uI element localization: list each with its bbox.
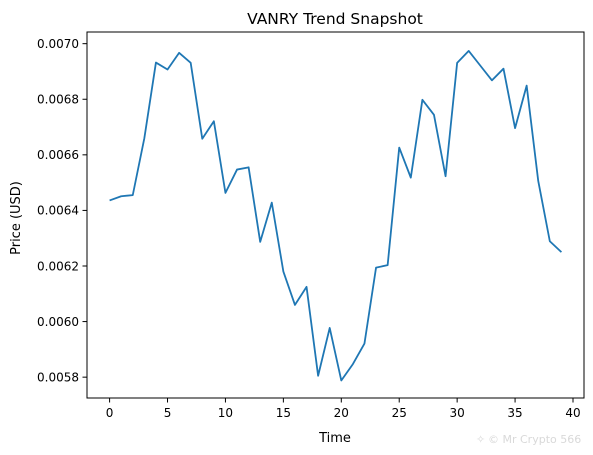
- plot-area: 0 5 10 15 20 25 30 35 40 0.0058 0.0060 0.0062 0.0064…: [37, 31, 585, 420]
- y-tick-label: 0.0064: [37, 204, 79, 218]
- chart-title: VANRY Trend Snapshot: [247, 10, 423, 28]
- watermark: ✧ © Mr Crypto 566: [476, 433, 581, 446]
- x-tick-label: 5: [164, 406, 172, 420]
- x-axis-label: Time: [318, 431, 351, 446]
- x-tick-label: 10: [218, 406, 233, 420]
- y-tick-label: 0.0062: [37, 259, 79, 273]
- y-tick-label: 0.0070: [37, 37, 79, 51]
- x-tick-label: 30: [450, 406, 465, 420]
- watermark-text: © Mr Crypto 566: [488, 433, 581, 446]
- x-tick-label: 20: [334, 406, 349, 420]
- axes-frame: [86, 31, 585, 399]
- x-tick-label: 35: [507, 406, 522, 420]
- y-tick-label: 0.0068: [37, 93, 79, 107]
- x-tick-label: 15: [276, 406, 291, 420]
- y-tick-label: 0.0060: [37, 315, 79, 329]
- y-tick-label: 0.0058: [37, 370, 79, 384]
- sparkle-icon: ✧: [476, 433, 485, 446]
- x-tick-label: 0: [106, 406, 114, 420]
- y-tick-label: 0.0066: [37, 148, 79, 162]
- x-tick-label: 40: [565, 406, 580, 420]
- series-line-1: [109, 50, 563, 382]
- y-axis-label: Price (USD): [9, 181, 24, 255]
- x-tick-label: 25: [392, 406, 407, 420]
